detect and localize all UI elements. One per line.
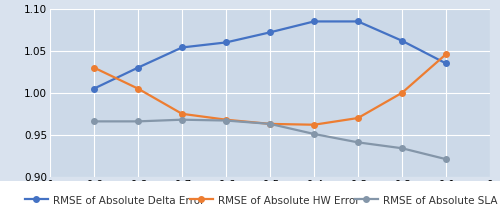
RMSE of Absolute SLA Error: [311, 133, 317, 135]
RMSE of Absolute SLA Error: [179, 118, 185, 121]
RMSE of Absolute Delta Error: [135, 66, 141, 69]
RMSE of Absolute SLA Error: [443, 158, 449, 160]
RMSE of Absolute HW Error: [399, 91, 405, 94]
RMSE of Absolute HW Error: [311, 123, 317, 126]
RMSE of Absolute SLA Error: [355, 141, 361, 144]
RMSE of Absolute Delta Error: [355, 20, 361, 23]
RMSE of Absolute Delta Error: [179, 46, 185, 49]
RMSE of Absolute HW Error: [179, 112, 185, 115]
RMSE of Absolute Delta Error: [91, 87, 97, 90]
Line: RMSE of Absolute Delta Error: RMSE of Absolute Delta Error: [91, 19, 449, 91]
Line: RMSE of Absolute HW Error: RMSE of Absolute HW Error: [91, 51, 449, 128]
Text: RMSE of Absolute Delta Error: RMSE of Absolute Delta Error: [53, 196, 204, 206]
RMSE of Absolute Delta Error: [223, 41, 229, 44]
Text: RMSE of Absolute SLA Error: RMSE of Absolute SLA Error: [383, 196, 500, 206]
Text: RMSE of Absolute HW Error: RMSE of Absolute HW Error: [218, 196, 360, 206]
RMSE of Absolute HW Error: [267, 123, 273, 125]
RMSE of Absolute Delta Error: [267, 31, 273, 34]
RMSE of Absolute Delta Error: [399, 39, 405, 42]
RMSE of Absolute HW Error: [443, 53, 449, 55]
RMSE of Absolute Delta Error: [311, 20, 317, 23]
RMSE of Absolute HW Error: [355, 117, 361, 119]
RMSE of Absolute SLA Error: [399, 147, 405, 150]
RMSE of Absolute HW Error: [135, 87, 141, 90]
RMSE of Absolute HW Error: [223, 118, 229, 121]
RMSE of Absolute SLA Error: [223, 119, 229, 122]
RMSE of Absolute HW Error: [91, 66, 97, 69]
RMSE of Absolute Delta Error: [443, 62, 449, 65]
Line: RMSE of Absolute SLA Error: RMSE of Absolute SLA Error: [91, 117, 449, 162]
RMSE of Absolute SLA Error: [135, 120, 141, 123]
RMSE of Absolute SLA Error: [267, 123, 273, 125]
RMSE of Absolute SLA Error: [91, 120, 97, 123]
